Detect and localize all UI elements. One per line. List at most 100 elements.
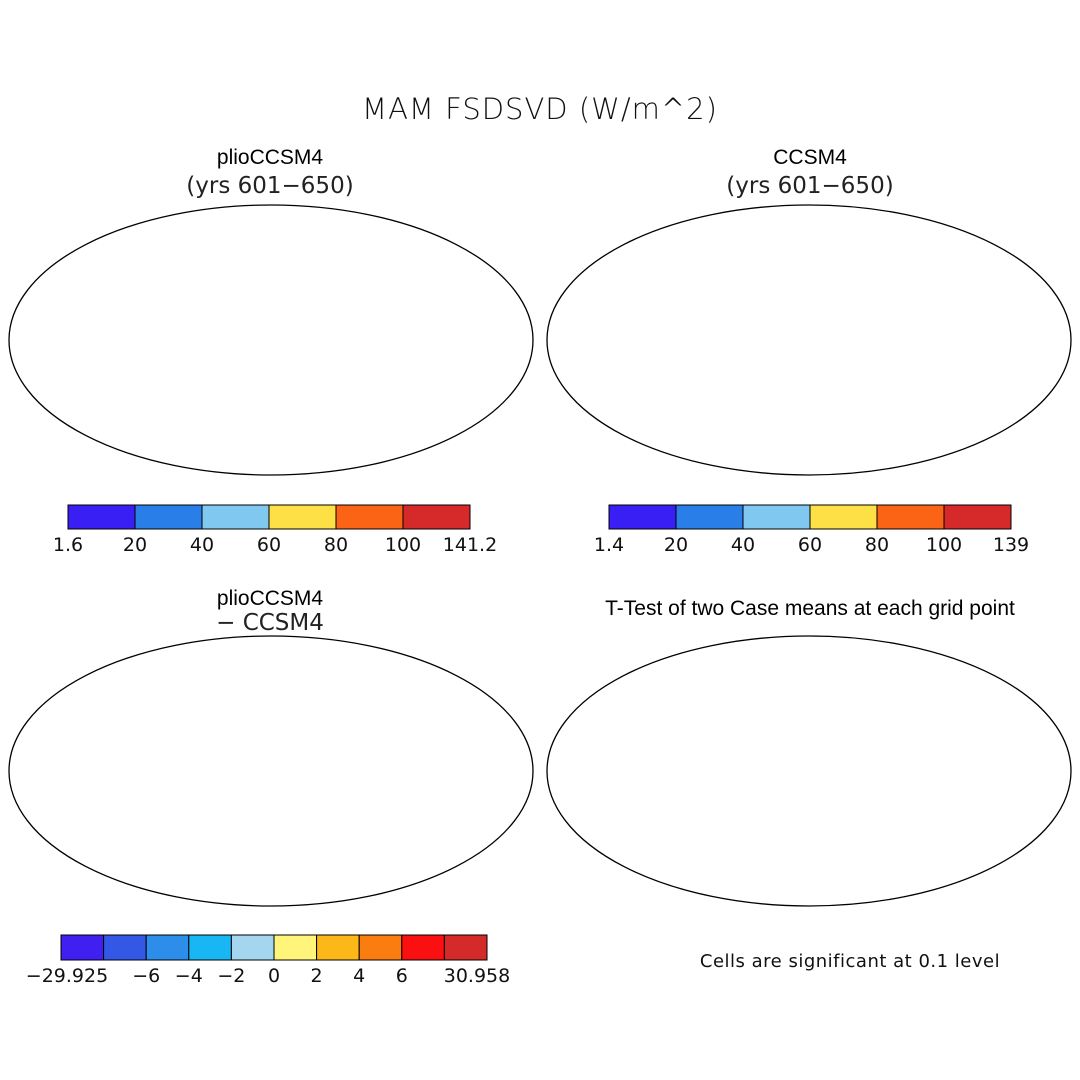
panel-title-bottom-left: plioCCSM4 [216,587,324,610]
map-top-right [539,200,1079,480]
outline-antarctica [619,445,999,472]
colorbar-label: 20 [664,534,688,556]
colorbar-box [103,934,147,961]
continent-antarctica [619,876,999,903]
colorbar-box [742,504,811,530]
midlat-band [819,242,999,260]
sahara-arabia-band [799,280,959,335]
outline-northAmerica [604,218,739,335]
colorbar-box [943,504,1012,530]
continent-northAmerica [604,649,739,766]
outline-australia [964,360,1024,408]
continent-southAmerica [674,315,754,435]
colorbar-box [134,504,203,530]
continent-australia [964,360,1024,408]
continent-australia [964,791,1024,839]
ocean-area [1,200,541,480]
colorbar-top-left: 1.6 20 40 60 80 100 141.2 [53,504,497,556]
continent-northAmerica [66,218,201,335]
colorbar-label: −29.925 [26,965,108,987]
colorbar-box [335,504,404,530]
panel-title-bottom-right: T-Test of two Case means at each grid po… [605,597,1015,620]
colorbar-label: 1.6 [53,534,83,556]
outline-southAmerica [136,315,216,435]
continent-eurasia [804,212,1014,335]
map-border [8,204,534,476]
panel-subtitle-bottom-left: − CCSM4 [216,610,324,636]
ocean-area [539,631,1079,911]
continent-antarctica [619,445,999,472]
greenland-band [206,206,256,240]
outline-eurasia [266,212,476,335]
map-border [546,635,1072,907]
ocean-area [539,200,1079,480]
continent-northAmerica [66,649,201,766]
continent-africa [779,285,869,400]
colorbar-label: 40 [190,534,214,556]
colorbar-label: −2 [217,965,245,987]
colorbar-top-right: 1.4 20 40 60 80 100 139 [594,504,1029,556]
continent-antarctica [81,445,461,472]
outline-antarctica [81,445,461,472]
map-top-left [1,200,541,480]
map-bottom-left [1,631,541,911]
siberia-band [271,212,476,245]
figure-title: MAM FSDSVD (W/m^2) [362,92,718,126]
continent-eurasia [804,643,1014,766]
colorbar-box [60,934,105,961]
colorbar-label: 0 [268,965,280,987]
continent-africa [241,716,331,831]
colorbar-box [401,934,445,961]
colorbar-label: 141.2 [443,534,497,556]
continent-greenland [206,637,256,671]
outline-greenland [206,206,256,240]
map-border [8,635,534,907]
usa-southwest-band [121,278,161,300]
amazon-band [161,335,196,360]
continent-antarctica [81,876,461,903]
colorbar-label: −6 [132,965,160,987]
north-africa-band [246,290,311,320]
ocean-area [1,631,541,911]
continent-southAmerica [674,746,754,866]
colorbar-label: 6 [396,965,408,987]
continent-africa [241,285,331,400]
colorbar-box [608,504,677,530]
colorbar-box [402,504,471,530]
continent-eurasia [266,212,476,335]
colorbar-label: 60 [257,534,281,556]
map-border [546,204,1072,476]
outline-africa [241,285,331,400]
sahara-arabia-band [261,280,421,335]
continent-africa [779,716,869,831]
colorbar-label: 2 [311,965,323,987]
panel-title-top-left: plioCCSM4 [216,146,324,169]
colorbar-box [358,934,403,961]
panel-subtitle-top-right: (yrs 601−650) [726,173,894,199]
siberia-band [809,212,1014,245]
colorbar-label: 60 [798,534,822,556]
outline-australia [426,360,486,408]
midlat-band [281,242,461,260]
map-bottom-right [539,631,1079,911]
patagonia-band [701,410,711,435]
continent-australia [426,360,486,408]
colorbar-label: 30.958 [444,965,510,987]
colorbar-label: −4 [175,965,203,987]
greenland-band [744,206,794,240]
panel-subtitle-top-left: (yrs 601−650) [186,173,354,199]
continent-greenland [744,637,794,671]
usa-southwest-band [659,278,699,300]
outline-eurasia [804,212,1014,335]
continent-southAmerica [136,315,216,435]
colorbar-label: 139 [993,534,1029,556]
colorbar-box [273,934,318,961]
colorbar-label: 4 [353,965,365,987]
colorbar-box [809,504,878,530]
colorbar-box [201,504,270,530]
colorbar-box [443,934,488,961]
colorbar-label: 80 [324,534,348,556]
canada-band [604,218,739,252]
continent-southAmerica [136,746,216,866]
